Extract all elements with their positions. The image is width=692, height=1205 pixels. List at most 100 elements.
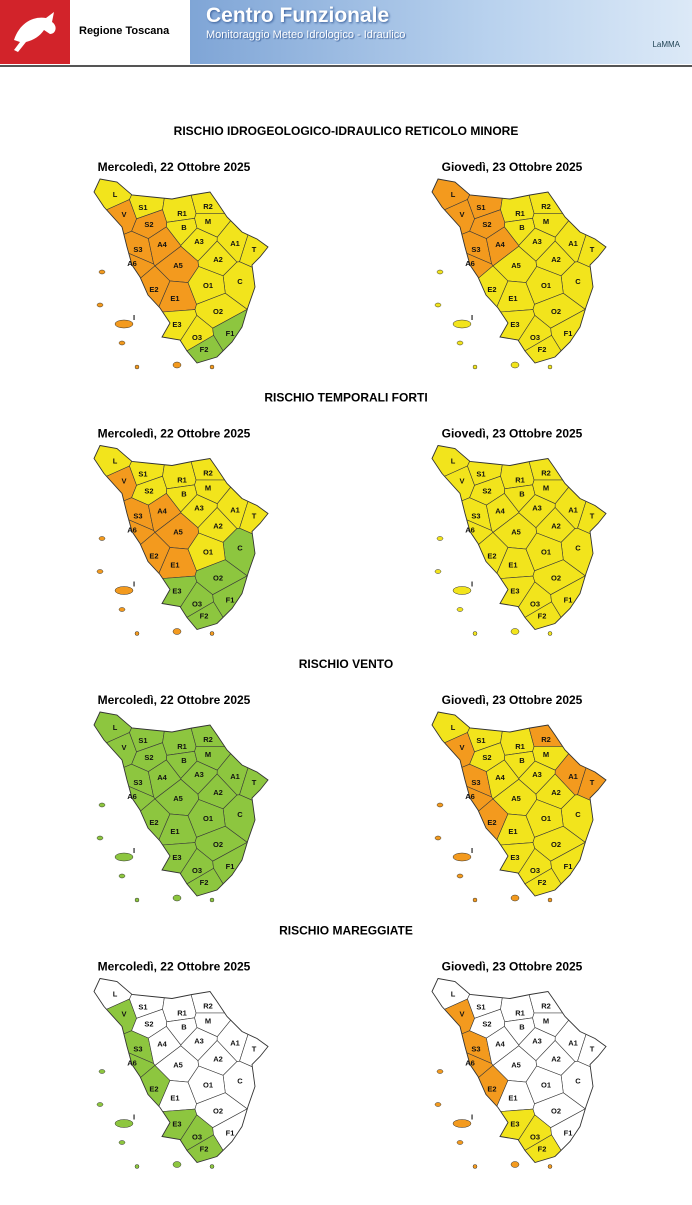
island — [456, 873, 464, 879]
island — [98, 269, 106, 275]
island — [472, 631, 478, 636]
zone-label: R2 — [203, 469, 213, 478]
island — [452, 319, 472, 329]
zone-label: R2 — [203, 1002, 213, 1011]
zone-label: T — [590, 245, 595, 254]
zone-label: B — [181, 756, 187, 765]
logo — [0, 0, 70, 64]
island — [472, 1164, 478, 1169]
zone-label: A2 — [213, 255, 223, 264]
zone-label: A2 — [551, 522, 561, 531]
island — [114, 586, 134, 595]
island — [547, 1164, 553, 1169]
maps-area: RISCHIO IDROGEOLOGICO-IDRAULICO RETICOLO… — [93, 124, 607, 1169]
island — [209, 364, 215, 370]
zone-label: M — [543, 750, 549, 759]
zone-label: S3 — [471, 778, 480, 787]
island — [510, 361, 520, 369]
zone-label: A3 — [532, 770, 542, 779]
zone-label: A2 — [213, 788, 223, 797]
zone-label: E2 — [487, 552, 496, 561]
zone-label: A4 — [157, 240, 167, 249]
zone-label: S2 — [144, 753, 153, 762]
island — [472, 364, 478, 370]
zone-label: T — [252, 512, 257, 521]
region-outline — [431, 711, 607, 897]
zone-label: O2 — [213, 574, 223, 583]
zone-label: S1 — [138, 203, 147, 212]
zone-label: E3 — [510, 587, 519, 596]
zone-label: O2 — [213, 840, 223, 849]
island — [172, 628, 182, 635]
zone — [432, 798, 509, 896]
zone-label: B — [519, 1023, 525, 1032]
zone-label: S3 — [471, 245, 480, 254]
partner-logo: LaMMA — [652, 40, 680, 49]
zone-label: S3 — [133, 245, 142, 254]
zone-label: F2 — [538, 612, 547, 621]
zone-label: O3 — [530, 866, 540, 875]
zone-label: C — [575, 810, 581, 819]
zone-label: E1 — [508, 294, 517, 303]
zone-label: L — [113, 723, 118, 732]
zone — [94, 532, 171, 630]
zone-label: A6 — [465, 259, 475, 268]
region-outline — [431, 444, 607, 631]
zone-label: V — [459, 743, 464, 752]
zone-label: E1 — [508, 1094, 517, 1103]
section-title: RISCHIO TEMPORALI FORTI — [264, 391, 427, 405]
zone-label: O1 — [541, 281, 551, 290]
zone-label: F2 — [538, 1145, 547, 1154]
zone-label: T — [590, 1045, 595, 1054]
zone-label: F2 — [200, 612, 209, 621]
zone — [432, 265, 509, 363]
zone-label: A4 — [495, 773, 505, 782]
zone-label: B — [519, 490, 525, 499]
zone-label: A4 — [157, 1040, 167, 1049]
zone-label: M — [543, 484, 549, 493]
island — [436, 269, 444, 275]
zone-label: M — [205, 1017, 211, 1026]
zone-label: A5 — [173, 528, 183, 537]
zone-label: S2 — [144, 220, 153, 229]
zone-label: L — [451, 723, 456, 732]
island — [209, 1164, 215, 1169]
zone-label: A2 — [551, 788, 561, 797]
zone-label: S3 — [133, 1045, 142, 1054]
zone-label: T — [252, 245, 257, 254]
zone-label: F2 — [538, 345, 547, 354]
zone — [94, 265, 171, 363]
zone-label: S2 — [482, 487, 491, 496]
island — [134, 1164, 140, 1169]
zone-label: I — [471, 313, 473, 322]
zone-label: A2 — [551, 1055, 561, 1064]
zone-label: T — [252, 778, 257, 787]
zone-label: B — [519, 223, 525, 232]
zone-label: C — [237, 277, 243, 286]
zone-label: O2 — [213, 307, 223, 316]
zone-label: O2 — [213, 1107, 223, 1116]
zone-label: A3 — [532, 504, 542, 513]
zone-label: O3 — [192, 1133, 202, 1142]
zone-label: M — [205, 217, 211, 226]
zone-label: O1 — [541, 1081, 551, 1090]
zone-label: O3 — [192, 866, 202, 875]
island — [436, 1069, 444, 1074]
zone-label: E1 — [508, 561, 517, 570]
zone-label: R2 — [541, 735, 551, 744]
zone-label: R1 — [177, 209, 187, 218]
island — [209, 897, 215, 903]
zone-label: R2 — [541, 202, 551, 211]
zone-label: T — [590, 778, 595, 787]
map: L V S1 S2 S3 R1 R2 B M A1 A2 A3 A4 A5 A6 T C E1 E2 E3 I O1 O2 O… — [431, 711, 607, 903]
zone-label: O2 — [551, 307, 561, 316]
zone-label: O1 — [541, 814, 551, 823]
island — [96, 835, 104, 841]
region-outline — [93, 178, 269, 364]
zone-label: F2 — [200, 345, 209, 354]
zone-label: S2 — [482, 753, 491, 762]
zone-label: S1 — [138, 1003, 147, 1012]
island — [172, 361, 182, 369]
zone — [94, 798, 171, 896]
island — [96, 302, 104, 308]
